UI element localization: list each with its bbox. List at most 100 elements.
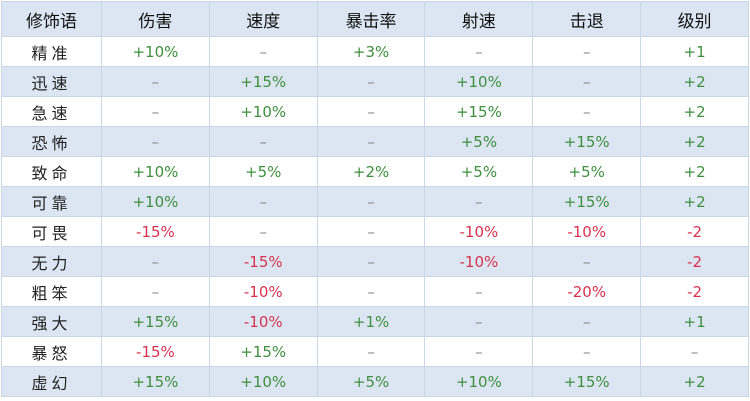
stat-cell: – <box>101 96 210 127</box>
table-row: 可靠 +10% – – – +15% +2 <box>1 186 749 217</box>
stat-cell: – <box>208 186 318 217</box>
stat-cell: +15% <box>101 366 210 397</box>
stat-cell: -2 <box>640 246 749 277</box>
stat-cell: – <box>316 276 426 307</box>
stat-cell: – <box>532 66 642 97</box>
stat-cell: +10% <box>424 66 534 97</box>
stat-cell: -2 <box>640 216 749 247</box>
modifier-name: 无力 <box>1 246 102 277</box>
stat-cell: +1% <box>316 306 426 337</box>
stat-cell: +5% <box>532 156 642 187</box>
stat-cell: +15% <box>532 366 642 397</box>
stat-cell: – <box>316 216 426 247</box>
stat-cell: – <box>424 336 534 367</box>
stat-cell: – <box>101 276 210 307</box>
stat-cell: -15% <box>101 216 210 247</box>
stat-cell: +5% <box>424 126 534 157</box>
stat-cell: – <box>316 336 426 367</box>
modifier-name: 急速 <box>1 96 102 127</box>
table-row: 可畏 -15% – – -10% -10% -2 <box>1 216 749 247</box>
stat-cell: – <box>101 246 210 277</box>
stat-cell: – <box>316 126 426 157</box>
stat-cell: +5% <box>316 366 426 397</box>
stat-cell: +1 <box>640 306 749 337</box>
stat-cell: +1 <box>640 36 749 67</box>
stat-cell: -2 <box>640 276 749 307</box>
table-body: 精准 +10% – +3% – – +1 迅速 – +15% – +10% – +2 急速 – +10% – +15… <box>1 36 749 397</box>
stat-cell: +10% <box>208 96 318 127</box>
stat-cell: – <box>532 246 642 277</box>
stat-cell: – <box>208 36 318 67</box>
modifier-name: 可畏 <box>1 216 102 247</box>
header-cell: 射速 <box>424 1 534 37</box>
table-row: 精准 +10% – +3% – – +1 <box>1 36 749 67</box>
header-cell: 伤害 <box>101 1 210 37</box>
stat-cell: +15% <box>424 96 534 127</box>
header-cell: 击退 <box>532 1 642 37</box>
modifier-name: 强大 <box>1 306 102 337</box>
stat-cell: – <box>532 336 642 367</box>
modifier-name: 迅速 <box>1 66 102 97</box>
stat-cell: +2 <box>640 96 749 127</box>
stat-cell: -10% <box>208 276 318 307</box>
stat-cell: +10% <box>208 366 318 397</box>
stat-cell: +2 <box>640 156 749 187</box>
stat-cell: -20% <box>532 276 642 307</box>
table-row: 粗笨 – -10% – – -20% -2 <box>1 276 749 307</box>
stat-cell: – <box>316 96 426 127</box>
table-row: 强大 +15% -10% +1% – – +1 <box>1 306 749 337</box>
stat-cell: – <box>640 336 749 367</box>
stat-cell: – <box>316 66 426 97</box>
stat-cell: +10% <box>101 156 210 187</box>
stat-cell: – <box>424 306 534 337</box>
stat-cell: +15% <box>208 66 318 97</box>
modifier-name: 恐怖 <box>1 126 102 157</box>
stat-cell: – <box>532 36 642 67</box>
stat-cell: -15% <box>101 336 210 367</box>
modifier-name: 虚幻 <box>1 366 102 397</box>
table-row: 恐怖 – – – +5% +15% +2 <box>1 126 749 157</box>
stat-cell: – <box>101 126 210 157</box>
stat-cell: – <box>316 246 426 277</box>
modifier-name: 致命 <box>1 156 102 187</box>
table-row: 致命 +10% +5% +2% +5% +5% +2 <box>1 156 749 187</box>
stat-cell: -10% <box>424 216 534 247</box>
header-cell: 暴击率 <box>316 1 426 37</box>
table-row: 暴怒 -15% +15% – – – – <box>1 336 749 367</box>
stat-cell: +2% <box>316 156 426 187</box>
table-row: 无力 – -15% – -10% – -2 <box>1 246 749 277</box>
stat-cell: – <box>532 306 642 337</box>
stat-cell: – <box>424 186 534 217</box>
stat-cell: +15% <box>532 186 642 217</box>
stat-cell: +2 <box>640 186 749 217</box>
stat-cell: +2 <box>640 126 749 157</box>
stat-cell: – <box>208 126 318 157</box>
stat-cell: +5% <box>208 156 318 187</box>
stat-cell: +5% <box>424 156 534 187</box>
stat-cell: +3% <box>316 36 426 67</box>
table-row: 急速 – +10% – +15% – +2 <box>1 96 749 127</box>
modifier-name: 暴怒 <box>1 336 102 367</box>
table-row: 迅速 – +15% – +10% – +2 <box>1 66 749 97</box>
stat-cell: – <box>532 96 642 127</box>
stat-cell: – <box>316 186 426 217</box>
stat-cell: +15% <box>101 306 210 337</box>
stat-cell: +15% <box>532 126 642 157</box>
stat-cell: +10% <box>101 186 210 217</box>
header-cell: 修饰语 <box>1 1 102 37</box>
stat-cell: +10% <box>424 366 534 397</box>
stat-cell: -10% <box>532 216 642 247</box>
stat-cell: +10% <box>101 36 210 67</box>
modifier-name: 可靠 <box>1 186 102 217</box>
table-row: 虚幻 +15% +10% +5% +10% +15% +2 <box>1 366 749 397</box>
header-row: 修饰语 伤害 速度 暴击率 射速 击退 级别 <box>1 1 749 37</box>
stat-cell: +2 <box>640 66 749 97</box>
stat-cell: -10% <box>208 306 318 337</box>
stat-cell: – <box>424 36 534 67</box>
header-cell: 速度 <box>208 1 318 37</box>
stat-cell: -15% <box>208 246 318 277</box>
stat-cell: – <box>424 276 534 307</box>
stat-cell: – <box>208 216 318 247</box>
